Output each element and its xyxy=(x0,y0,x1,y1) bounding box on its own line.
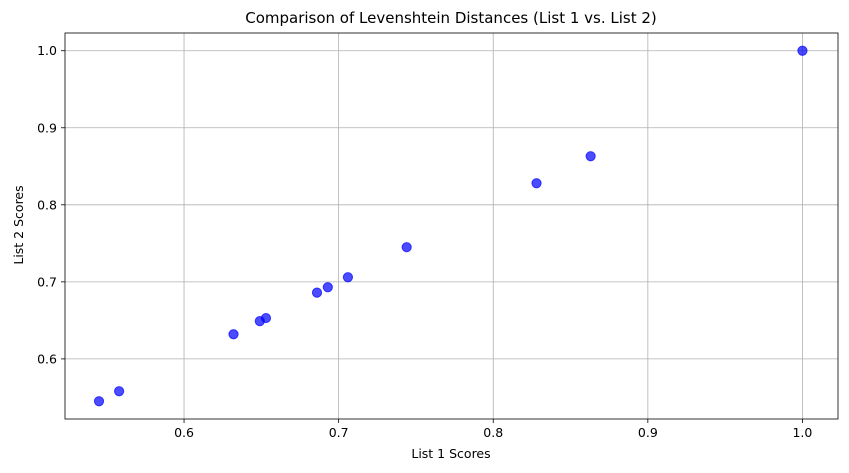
chart-title: Comparison of Levenshtein Distances (Lis… xyxy=(245,9,657,27)
y-tick-label: 1.0 xyxy=(37,43,57,58)
data-point xyxy=(311,287,323,298)
data-point xyxy=(322,282,333,293)
x-tick-label: 1.0 xyxy=(792,425,812,440)
x-tick-label: 0.8 xyxy=(483,425,503,440)
y-tick-label: 0.7 xyxy=(37,274,57,289)
data-point xyxy=(531,178,542,189)
x-tick-label: 0.9 xyxy=(638,425,658,440)
plot-area-frame xyxy=(64,32,839,420)
data-points xyxy=(93,45,808,407)
y-tick-label: 0.8 xyxy=(37,197,57,212)
y-tick-label: 0.9 xyxy=(37,120,57,135)
x-axis-label: List 1 Scores xyxy=(411,446,490,461)
data-point xyxy=(797,45,808,56)
data-point xyxy=(93,396,105,407)
axis-ticks: 0.6 0.7 0.8 0.9 1.0 0.6 0.7 0.8 0.9 1.0 xyxy=(37,43,812,440)
y-axis-label: List 2 Scores xyxy=(11,185,26,264)
x-tick-label: 0.6 xyxy=(174,425,194,440)
data-point xyxy=(260,312,272,324)
y-tick-label: 0.6 xyxy=(37,351,57,366)
grid-lines xyxy=(65,33,838,419)
data-point xyxy=(228,329,239,340)
x-tick-label: 0.7 xyxy=(329,425,349,440)
data-point xyxy=(401,242,412,253)
data-point xyxy=(342,272,354,283)
data-point xyxy=(114,386,125,397)
data-point xyxy=(585,151,596,162)
